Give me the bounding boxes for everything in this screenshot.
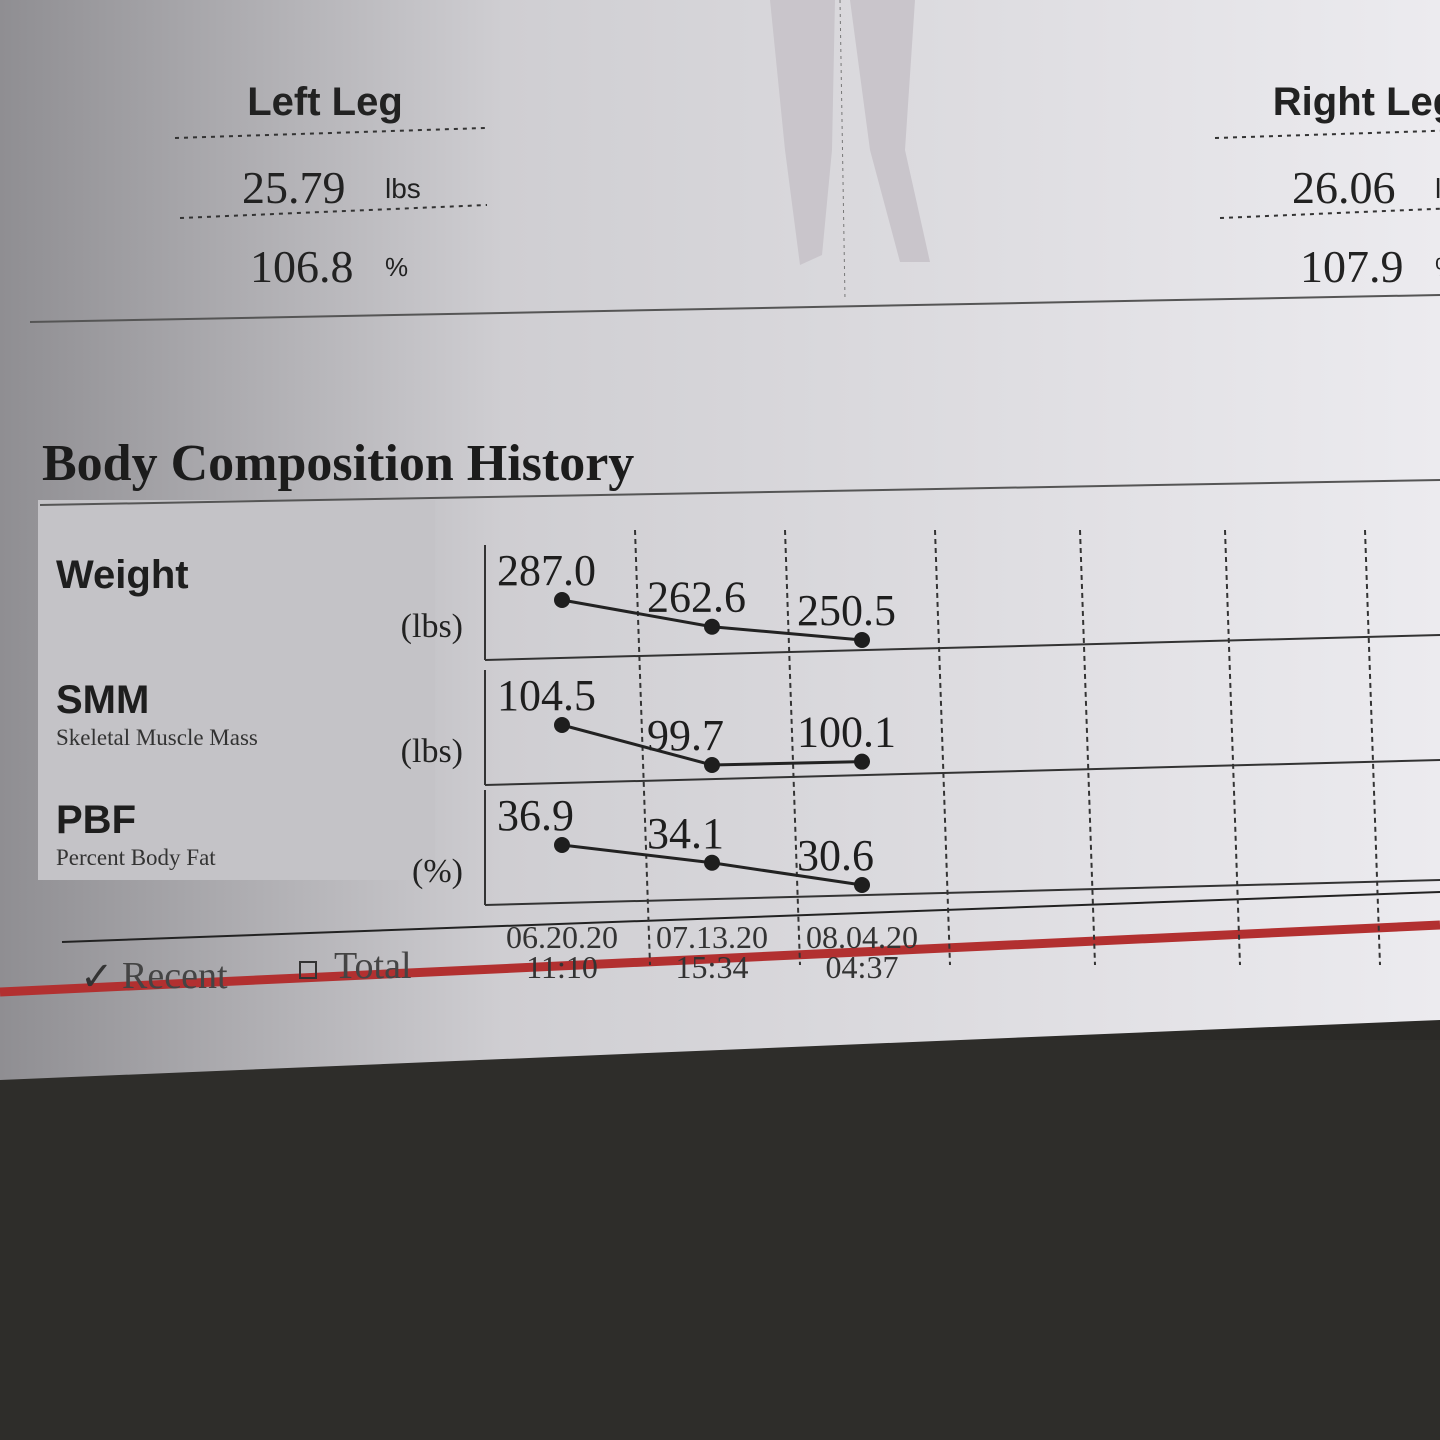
date: 06.20.20 bbox=[506, 919, 618, 955]
mass-unit: lbs bbox=[385, 173, 421, 204]
percent-unit: % bbox=[1435, 252, 1440, 282]
data-dot bbox=[704, 757, 720, 773]
row-base bbox=[484, 759, 1440, 786]
history-value: 262.6 bbox=[647, 573, 746, 622]
row-sublabel: Skeletal Muscle Mass bbox=[56, 725, 258, 750]
row-unit: (lbs) bbox=[401, 733, 463, 770]
dotted-rule bbox=[174, 127, 486, 139]
option-box bbox=[299, 961, 317, 979]
time: 15:34 bbox=[676, 949, 749, 985]
data-dot bbox=[854, 632, 870, 648]
history-value: 30.6 bbox=[797, 831, 874, 880]
percent-unit: % bbox=[385, 252, 408, 282]
row-base bbox=[484, 634, 1440, 661]
data-dot bbox=[854, 753, 870, 770]
row-sublabel: Percent Body Fat bbox=[56, 845, 216, 870]
section-rule bbox=[29, 294, 1440, 323]
history-value: 287.0 bbox=[497, 546, 596, 595]
option-mark: ✓ bbox=[80, 955, 114, 999]
date: 08.04.20 bbox=[806, 919, 918, 955]
column-divider bbox=[1079, 529, 1096, 966]
floor bbox=[0, 1040, 1440, 1440]
data-dot bbox=[704, 618, 720, 635]
divider bbox=[839, 0, 846, 301]
data-dot bbox=[704, 854, 720, 871]
data-dot bbox=[554, 837, 570, 853]
history-value: 250.5 bbox=[797, 586, 896, 635]
column-divider bbox=[1364, 529, 1381, 966]
data-dot bbox=[554, 592, 570, 608]
row-unit: (lbs) bbox=[401, 608, 463, 645]
option: Recent bbox=[122, 955, 228, 997]
column-divider bbox=[1224, 529, 1241, 966]
row-label: SMM bbox=[56, 678, 149, 722]
title-rule bbox=[39, 479, 1440, 506]
label-panel bbox=[38, 500, 435, 880]
time: 11:10 bbox=[526, 949, 598, 985]
data-dot bbox=[554, 717, 570, 733]
data-dot bbox=[854, 877, 870, 893]
history-value: 100.1 bbox=[797, 708, 896, 757]
footer-rule bbox=[61, 891, 1440, 943]
row-unit: (%) bbox=[412, 853, 463, 890]
document: Left Leg 25.79 lbs 106.8% Right Leg 26.06 lbs 1… bbox=[42, 80, 1440, 999]
date: 07.13.20 bbox=[656, 919, 768, 955]
row-label: Weight bbox=[56, 553, 189, 597]
segment-percent: 106.8 bbox=[250, 241, 354, 292]
mass-unit: lbs bbox=[1435, 173, 1440, 204]
history-value: 99.7 bbox=[647, 711, 724, 760]
segment-mass: 26.06 bbox=[1292, 162, 1396, 213]
history-value: 104.5 bbox=[497, 671, 596, 720]
segment-mass: 25.79 bbox=[242, 162, 346, 213]
segment-name: Right Leg bbox=[1273, 80, 1440, 124]
column-divider bbox=[784, 529, 801, 966]
history-value: 34.1 bbox=[647, 809, 724, 858]
body-silhouette bbox=[770, 0, 930, 265]
dotted-rule bbox=[1214, 129, 1440, 139]
option: Total bbox=[334, 945, 412, 987]
time: 04:37 bbox=[826, 949, 899, 985]
row-label: PBF bbox=[56, 798, 136, 842]
history-value: 36.9 bbox=[497, 791, 574, 840]
red-band bbox=[0, 920, 1440, 997]
row-base bbox=[484, 879, 1440, 906]
section-title: Body Composition History bbox=[42, 435, 634, 492]
dotted-rule bbox=[179, 204, 488, 219]
segment-name: Left Leg bbox=[247, 80, 403, 124]
dotted-rule bbox=[1219, 207, 1440, 219]
segment-percent: 107.9 bbox=[1300, 241, 1404, 292]
